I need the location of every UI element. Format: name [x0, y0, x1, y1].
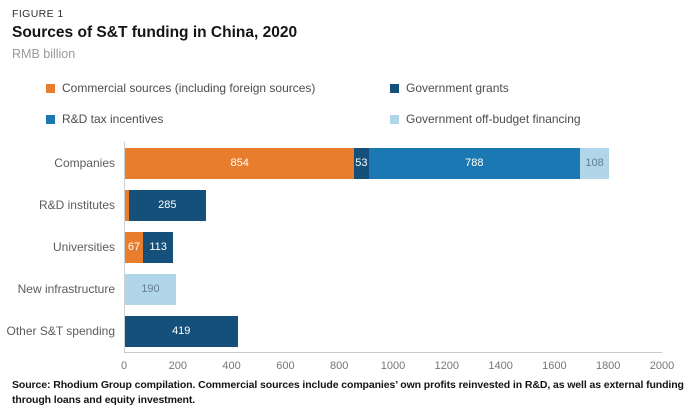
legend-label: R&D tax incentives [62, 112, 164, 126]
category-label: Companies [54, 156, 115, 170]
bar-segment-grants: 53 [354, 147, 369, 179]
legend-label: Commercial sources (including foreign so… [62, 81, 316, 95]
x-tick: 600 [276, 360, 295, 372]
stacked-bar: 854 53 788 108 [125, 147, 662, 179]
bar-row: 67 113 [125, 226, 662, 268]
legend: Commercial sources (including foreign so… [12, 81, 688, 126]
x-tick: 200 [168, 360, 187, 372]
x-tick: 2000 [649, 360, 675, 372]
legend-item-commercial: Commercial sources (including foreign so… [46, 81, 390, 95]
bar-chart: Companies R&D institutes Universities New i… [6, 142, 688, 377]
x-axis: 0 200 400 600 800 1000 1200 1400 1600 1800 2000 [120, 352, 674, 377]
bar-row: 419 [125, 310, 662, 352]
bar-row: 854 53 788 108 [125, 142, 662, 184]
category-label: Universities [52, 240, 115, 254]
source-note: Source: Rhodium Group compilation. Comme… [12, 378, 684, 407]
stacked-bar: 190 [125, 273, 662, 305]
figure-label: FIGURE 1 [12, 8, 64, 20]
x-tick: 400 [222, 360, 241, 372]
legend-swatch-commercial [46, 83, 55, 93]
legend-label: Government off-budget financing [406, 112, 581, 126]
bar-segment-offbudget: 108 [580, 147, 610, 179]
legend-swatch-offbudget [390, 114, 399, 124]
bar-row: 285 [125, 184, 662, 226]
x-tick: 1400 [488, 360, 513, 372]
bar-segment-grants: 285 [129, 189, 206, 221]
plot-area: 854 53 788 108 285 67 113 190 419 0 200 400 600 800 1… [120, 142, 674, 377]
legend-swatch-tax [46, 114, 55, 124]
bar-segment-tax: 788 [368, 147, 581, 179]
bar-segment-grants: 419 [125, 315, 238, 347]
x-tick: 1000 [380, 360, 406, 372]
stacked-bar: 67 113 [125, 231, 662, 263]
legend-item-tax: R&D tax incentives [46, 112, 390, 126]
chart-title: Sources of S&T funding in China, 2020 [12, 24, 298, 41]
chart-subtitle: RMB billion [12, 47, 76, 61]
stacked-bar: 419 [125, 315, 662, 347]
legend-item-grants: Government grants [390, 81, 688, 95]
bar-row: 190 [125, 268, 662, 310]
category-label: Other S&T spending [6, 324, 115, 338]
x-tick: 1600 [542, 360, 567, 372]
stacked-bar: 285 [125, 189, 662, 221]
bar-segment-commercial: 67 [125, 231, 143, 263]
bar-rows: 854 53 788 108 285 67 113 190 419 [124, 142, 662, 352]
x-tick: 0 [120, 360, 128, 372]
category-label: New infrastructure [17, 282, 115, 296]
legend-swatch-grants [390, 83, 399, 93]
bar-segment-commercial: 854 [125, 147, 355, 179]
bar-segment-grants: 113 [142, 231, 174, 263]
category-label: R&D institutes [38, 198, 115, 212]
x-tick: 1800 [595, 360, 621, 372]
x-tick: 1200 [434, 360, 460, 372]
legend-label: Government grants [406, 81, 509, 95]
bar-segment-commercial [125, 189, 130, 221]
bar-segment-offbudget: 190 [125, 273, 176, 305]
legend-item-offbudget: Government off-budget financing [390, 112, 688, 126]
category-labels: Companies R&D institutes Universities New i… [6, 142, 124, 377]
x-tick: 800 [330, 360, 349, 372]
